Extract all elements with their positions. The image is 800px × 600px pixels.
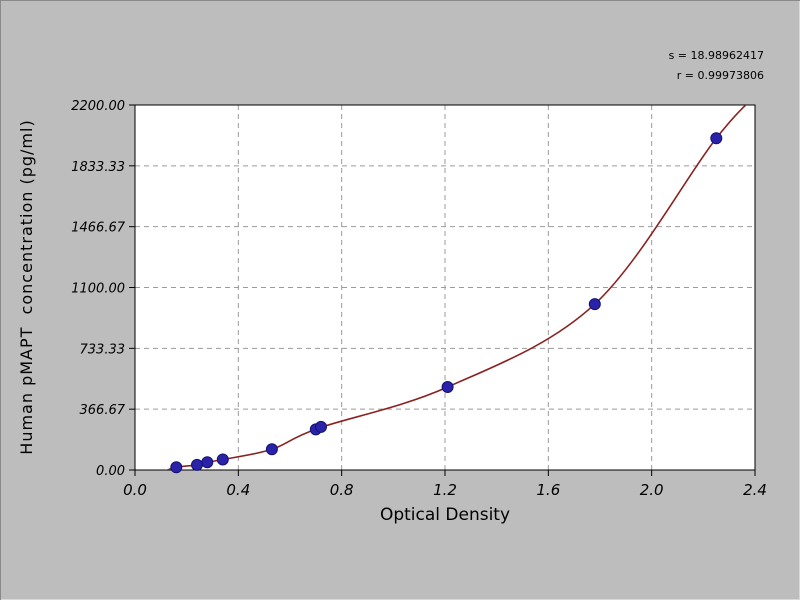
data-points (170, 132, 723, 474)
grid-lines (135, 105, 755, 470)
x-tick-label: 0.4 (226, 481, 250, 499)
fit-std-error-value: s = 18.98962417 (668, 49, 764, 62)
y-tick-label: 1466.67 (71, 221, 125, 236)
data-point (265, 443, 278, 456)
y-axis-title: Human pMAPT concentration (pg/ml) (17, 119, 36, 455)
x-tick-label: 0.0 (123, 481, 147, 499)
x-tick-label: 2.4 (743, 481, 767, 499)
axis-ticks: 0.0 0.4 0.8 1.2 1.6 2.0 2.4 0.00 366.67 733.33 110… (71, 99, 767, 499)
x-tick-label: 1.2 (433, 481, 457, 499)
data-point (201, 456, 214, 469)
y-tick-label: 366.67 (80, 403, 126, 418)
fit-correlation-value: r = 0.99973806 (676, 69, 764, 82)
y-tick-label: 2200.00 (71, 99, 125, 114)
data-point (191, 458, 203, 471)
data-point (216, 453, 229, 466)
y-tick-label: 733.33 (80, 342, 126, 357)
x-axis-title: Optical Density (379, 505, 511, 525)
x-tick-label: 2.0 (640, 481, 664, 499)
y-tick-label: 1833.33 (71, 160, 125, 175)
data-point (588, 298, 601, 311)
fit-statistics: s = 18.98962417 r = 0.99973806 (669, 46, 764, 86)
y-tick-label: 1100.00 (71, 282, 125, 297)
y-tick-label: 0.00 (96, 464, 125, 479)
x-tick-label: 0.8 (330, 481, 354, 499)
x-tick-label: 1.6 (536, 481, 560, 499)
data-point (441, 381, 454, 393)
data-point (710, 132, 723, 145)
data-point (315, 420, 327, 433)
data-point (170, 461, 183, 474)
